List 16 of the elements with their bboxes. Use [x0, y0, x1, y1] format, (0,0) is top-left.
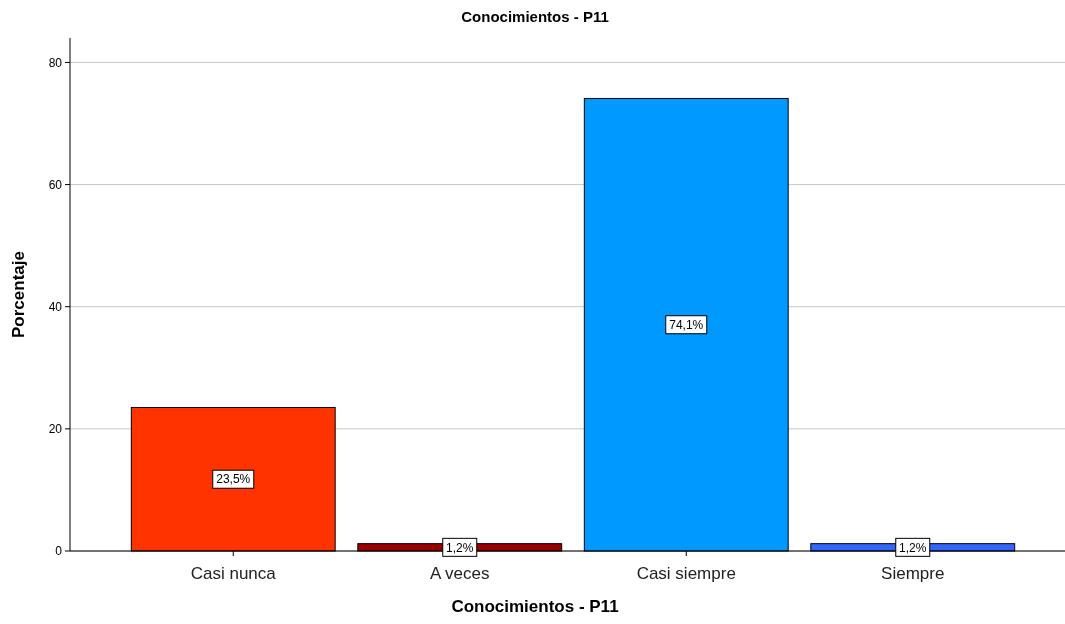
x-tick-label: Casi siempre: [636, 564, 736, 583]
y-tick-label: 60: [48, 177, 63, 192]
x-tick-label: Casi nunca: [190, 564, 277, 583]
y-tick-label: 0: [55, 544, 63, 559]
chart-title: Conocimientos - P11: [461, 8, 609, 25]
y-tick-label: 80: [48, 55, 63, 70]
data-label: 1,2%: [899, 540, 927, 555]
x-tick-label: Siempre: [881, 564, 945, 583]
x-axis-title: Conocimientos - P11: [451, 597, 619, 616]
data-label: 23,5%: [216, 472, 251, 487]
y-tick-label: 20: [48, 422, 63, 437]
y-tick-label: 40: [48, 299, 63, 314]
y-axis-title: Porcentaje: [9, 251, 28, 338]
x-tick-label: A veces: [429, 564, 490, 583]
data-label: 74,1%: [669, 317, 704, 332]
data-label: 1,2%: [446, 540, 474, 555]
